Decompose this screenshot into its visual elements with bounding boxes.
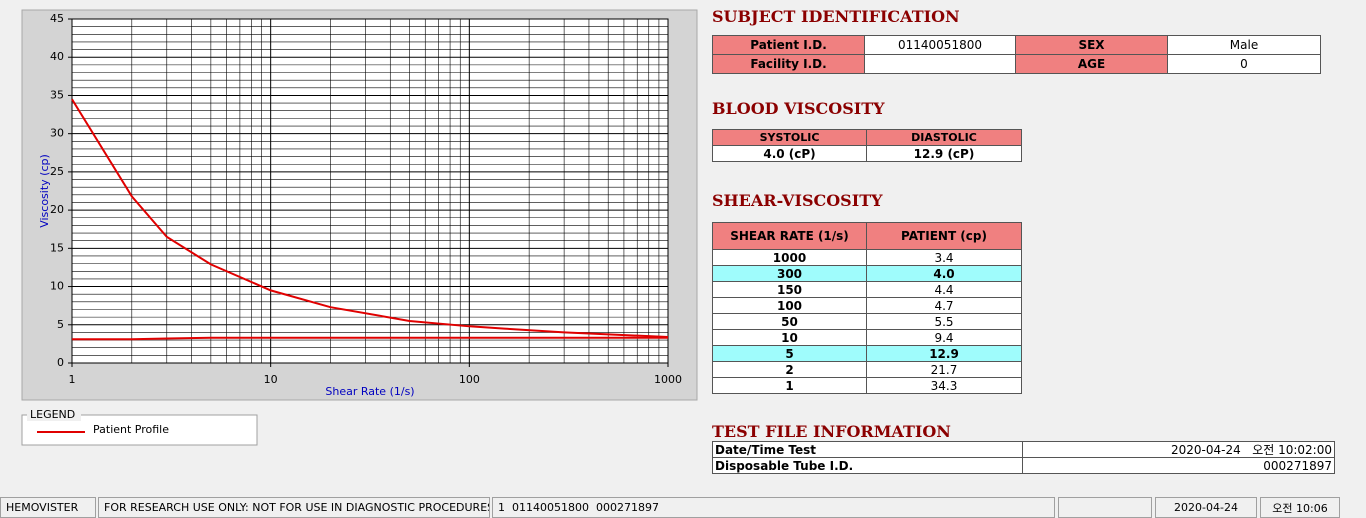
column-header: DIASTOLIC	[866, 129, 1022, 146]
column-header: SYSTOLIC	[712, 129, 867, 146]
data-line	[72, 336, 668, 341]
status-cell: 1 01140051800 000271897	[492, 497, 1055, 518]
field-value	[864, 54, 1016, 74]
patient-viscosity: 3.4	[866, 249, 1022, 266]
patient-viscosity: 4.4	[866, 281, 1022, 298]
y-tick-label: 5	[57, 318, 64, 331]
info-label: Date/Time Test	[712, 441, 1023, 458]
status-cell: HEMOVISTER	[0, 497, 96, 518]
y-tick-label: 35	[50, 88, 64, 101]
y-tick-label: 20	[50, 203, 64, 216]
patient-viscosity: 21.7	[866, 361, 1022, 378]
shear-rate: 50	[712, 313, 867, 330]
viscosity-value: 12.9 (cP)	[866, 145, 1022, 162]
section-heading: SHEAR-VISCOSITY	[712, 191, 883, 210]
x-tick-label: 1000	[654, 373, 682, 386]
y-tick-label: 10	[50, 280, 64, 293]
chart-panel: Viscosity (cp) Shear Rate (1/s) LEGEND 0…	[21, 9, 698, 446]
field-label: SEX	[1015, 35, 1168, 55]
plot-area	[71, 18, 669, 364]
patient-viscosity: 12.9	[866, 345, 1022, 362]
x-axis-title: Shear Rate (1/s)	[325, 385, 414, 398]
y-tick-label: 0	[57, 356, 64, 369]
shear-rate: 300	[712, 265, 867, 282]
legend-label: Patient Profile	[93, 423, 169, 436]
legend-title-bg	[27, 409, 81, 421]
status-cell: FOR RESEARCH USE ONLY: NOT FOR USE IN DI…	[98, 497, 490, 518]
field-label: Patient I.D.	[712, 35, 865, 55]
y-tick-label: 25	[50, 165, 64, 178]
field-value: Male	[1167, 35, 1321, 55]
y-tick-label: 15	[50, 241, 64, 254]
status-cell	[1058, 497, 1152, 518]
column-header: PATIENT (cp)	[866, 222, 1022, 250]
info-value: 000271897	[1022, 457, 1335, 474]
shear-rate: 1000	[712, 249, 867, 266]
y-axis-title: Viscosity (cp)	[38, 154, 51, 228]
column-header: SHEAR RATE (1/s)	[712, 222, 867, 250]
section-heading: SUBJECT IDENTIFICATION	[712, 7, 960, 26]
field-value: 01140051800	[864, 35, 1016, 55]
patient-viscosity: 34.3	[866, 377, 1022, 394]
viscosity-value: 4.0 (cP)	[712, 145, 867, 162]
data-line	[71, 98, 669, 339]
patient-viscosity: 9.4	[866, 329, 1022, 346]
x-tick-label: 100	[459, 373, 480, 386]
section-heading: BLOOD VISCOSITY	[712, 99, 885, 118]
shear-rate: 10	[712, 329, 867, 346]
status-cell: 2020-04-24	[1155, 497, 1257, 518]
field-value: 0	[1167, 54, 1321, 74]
y-tick-label: 40	[50, 50, 64, 63]
patient-viscosity: 4.0	[866, 265, 1022, 282]
field-label: Facility I.D.	[712, 54, 865, 74]
shear-rate: 100	[712, 297, 867, 314]
info-label: Disposable Tube I.D.	[712, 457, 1023, 474]
y-tick-label: 45	[50, 12, 64, 25]
status-cell: 오전 10:06	[1260, 497, 1340, 518]
section-heading: TEST FILE INFORMATION	[712, 422, 951, 441]
field-label: AGE	[1015, 54, 1168, 74]
shear-rate: 150	[712, 281, 867, 298]
shear-rate: 5	[712, 345, 867, 362]
x-tick-label: 1	[69, 373, 76, 386]
x-tick-label: 10	[264, 373, 278, 386]
y-tick-label: 30	[50, 127, 64, 140]
info-value: 2020-04-24 오전 10:02:00	[1022, 441, 1335, 458]
patient-viscosity: 5.5	[866, 313, 1022, 330]
shear-rate: 1	[712, 377, 867, 394]
legend-title: LEGEND	[30, 408, 75, 421]
patient-viscosity: 4.7	[866, 297, 1022, 314]
shear-rate: 2	[712, 361, 867, 378]
